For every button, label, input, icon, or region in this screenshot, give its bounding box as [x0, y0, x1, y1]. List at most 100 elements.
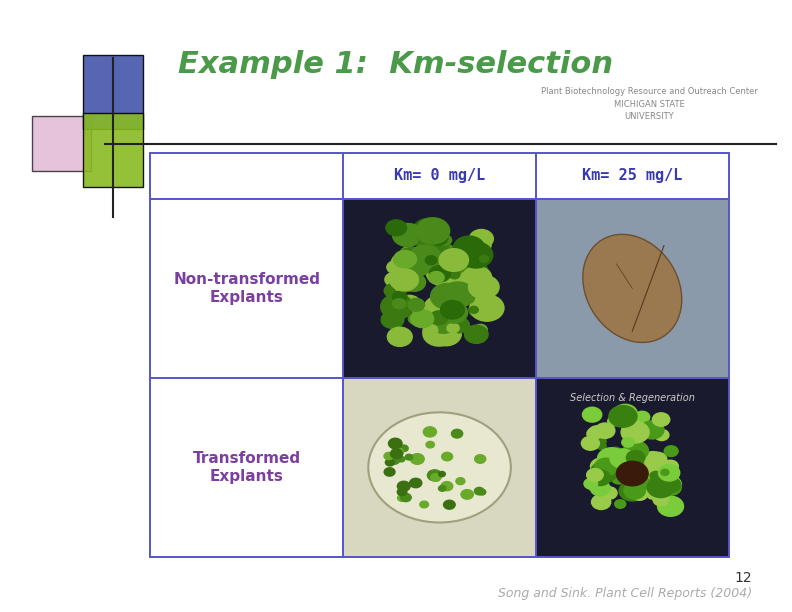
Circle shape — [616, 461, 648, 486]
Circle shape — [394, 250, 417, 268]
Circle shape — [610, 449, 635, 468]
Circle shape — [480, 255, 489, 262]
Circle shape — [657, 472, 672, 484]
Circle shape — [441, 482, 453, 491]
Bar — [150, 153, 729, 557]
Circle shape — [595, 423, 615, 438]
Circle shape — [445, 255, 478, 280]
Circle shape — [478, 489, 485, 495]
FancyBboxPatch shape — [83, 113, 143, 187]
Circle shape — [470, 295, 504, 321]
Circle shape — [587, 427, 604, 441]
Circle shape — [386, 261, 403, 274]
Circle shape — [464, 295, 474, 303]
Circle shape — [447, 323, 459, 333]
Circle shape — [650, 471, 662, 480]
Circle shape — [461, 490, 474, 499]
Circle shape — [439, 485, 446, 491]
Circle shape — [647, 490, 659, 499]
Circle shape — [661, 469, 669, 476]
Circle shape — [393, 271, 420, 292]
Circle shape — [424, 295, 459, 322]
Circle shape — [431, 474, 441, 481]
Circle shape — [470, 307, 478, 313]
Circle shape — [621, 422, 649, 443]
Circle shape — [662, 460, 678, 472]
Text: Km= 0 mg/L: Km= 0 mg/L — [394, 168, 485, 184]
Circle shape — [389, 438, 402, 449]
Circle shape — [444, 284, 454, 293]
Circle shape — [638, 468, 655, 480]
Circle shape — [453, 236, 485, 260]
Circle shape — [445, 315, 455, 323]
Circle shape — [657, 496, 683, 517]
Circle shape — [426, 308, 437, 317]
Circle shape — [641, 460, 653, 469]
Circle shape — [595, 458, 617, 476]
Circle shape — [441, 259, 463, 276]
Circle shape — [632, 488, 648, 500]
Circle shape — [401, 493, 411, 502]
Circle shape — [406, 454, 413, 460]
Text: Selection & Regeneration: Selection & Regeneration — [569, 393, 695, 403]
Text: Non-transformed
Explants: Non-transformed Explants — [173, 272, 320, 305]
Circle shape — [615, 500, 626, 509]
Circle shape — [479, 308, 489, 316]
Circle shape — [441, 282, 474, 308]
Circle shape — [408, 277, 424, 289]
Circle shape — [450, 318, 470, 333]
Circle shape — [632, 491, 641, 498]
Circle shape — [423, 427, 436, 437]
Ellipse shape — [583, 234, 682, 343]
Circle shape — [451, 429, 463, 438]
Circle shape — [425, 256, 437, 265]
Circle shape — [653, 413, 670, 426]
Circle shape — [474, 487, 484, 495]
Circle shape — [591, 458, 612, 475]
Circle shape — [653, 494, 668, 506]
Circle shape — [440, 300, 464, 319]
Circle shape — [609, 406, 637, 427]
Circle shape — [393, 299, 406, 308]
Circle shape — [417, 235, 448, 259]
Circle shape — [423, 324, 438, 336]
Circle shape — [390, 269, 418, 291]
Circle shape — [474, 324, 487, 335]
Circle shape — [634, 411, 649, 423]
Circle shape — [409, 313, 422, 324]
Circle shape — [655, 492, 669, 503]
Circle shape — [626, 450, 645, 465]
Circle shape — [386, 220, 406, 236]
Circle shape — [398, 488, 407, 496]
Circle shape — [465, 325, 488, 343]
Circle shape — [413, 218, 444, 242]
Circle shape — [396, 248, 425, 271]
Circle shape — [639, 452, 667, 473]
Text: 12: 12 — [735, 572, 752, 585]
Circle shape — [447, 271, 466, 286]
Circle shape — [439, 235, 451, 245]
Circle shape — [439, 471, 445, 477]
Circle shape — [426, 441, 435, 448]
Circle shape — [444, 259, 452, 266]
Circle shape — [450, 251, 463, 261]
Circle shape — [386, 459, 394, 466]
Circle shape — [429, 266, 451, 282]
Circle shape — [658, 476, 681, 493]
Circle shape — [402, 253, 432, 276]
Circle shape — [381, 294, 413, 319]
Circle shape — [418, 221, 439, 237]
Circle shape — [444, 500, 455, 509]
Circle shape — [387, 327, 412, 346]
Circle shape — [395, 282, 409, 293]
Circle shape — [601, 487, 617, 499]
Circle shape — [597, 442, 606, 449]
Circle shape — [581, 436, 600, 450]
Circle shape — [459, 242, 493, 268]
Circle shape — [431, 322, 461, 346]
Circle shape — [587, 469, 604, 481]
Circle shape — [398, 494, 406, 501]
Circle shape — [385, 272, 404, 287]
Circle shape — [592, 494, 611, 510]
Circle shape — [384, 468, 395, 476]
